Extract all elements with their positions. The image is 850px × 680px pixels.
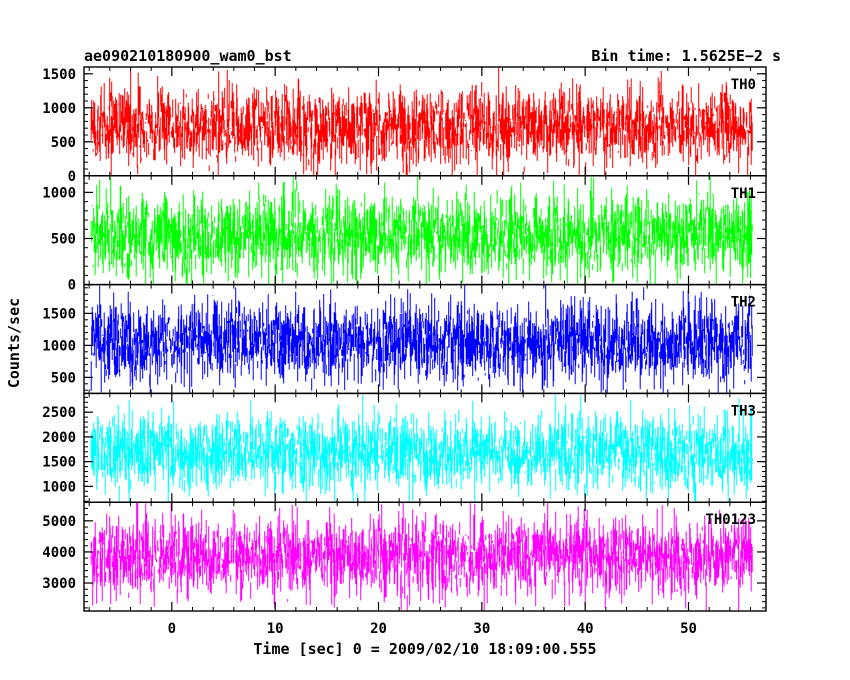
series-label-th3: TH3 [731, 403, 756, 419]
x-tick-label: 30 [473, 621, 490, 637]
series-trace-th1 [90, 175, 753, 285]
y-tick-label: 1500 [42, 67, 76, 83]
series-trace-th2 [90, 284, 753, 394]
series-label-th0123: TH0123 [705, 512, 756, 528]
y-tick-label: 1000 [42, 185, 76, 201]
series-trace-th0 [90, 67, 753, 176]
x-tick-label: 40 [577, 621, 594, 637]
y-tick-label: 1500 [42, 306, 76, 322]
y-tick-label: 5000 [42, 514, 76, 530]
series-trace-th0123 [90, 502, 753, 611]
x-tick-label: 20 [370, 621, 387, 637]
x-tick-label: 10 [267, 621, 284, 637]
y-tick-label: 0 [68, 278, 76, 294]
y-axis-label: Counts/sec [5, 298, 23, 388]
y-tick-label: 500 [51, 135, 76, 151]
x-axis-label: Time [sec] 0 = 2009/02/10 18:09:00.555 [253, 640, 596, 658]
x-tick-label: 50 [680, 621, 697, 637]
series-label-th0: TH0 [731, 77, 756, 93]
y-tick-label: 0 [68, 169, 76, 185]
y-tick-label: 1500 [42, 455, 76, 471]
y-tick-label: 1000 [42, 338, 76, 354]
y-tick-label: 500 [51, 231, 76, 247]
y-tick-label: 3000 [42, 576, 76, 592]
series-label-th1: TH1 [731, 186, 756, 202]
y-tick-label: 2500 [42, 405, 76, 421]
header-right-title: Bin time: 1.5625E−2 s [591, 47, 781, 65]
y-tick-label: 4000 [42, 545, 76, 561]
header-left-title: ae090210180900_wam0_bst [84, 47, 292, 65]
y-tick-label: 1000 [42, 479, 76, 495]
y-tick-label: 1000 [42, 101, 76, 117]
y-tick-label: 2000 [42, 430, 76, 446]
series-label-th2: TH2 [731, 295, 756, 311]
panel-frame-th0123 [83, 501, 767, 612]
series-trace-th3 [90, 393, 753, 503]
x-tick-label: 0 [168, 621, 176, 637]
y-tick-label: 500 [51, 370, 76, 386]
